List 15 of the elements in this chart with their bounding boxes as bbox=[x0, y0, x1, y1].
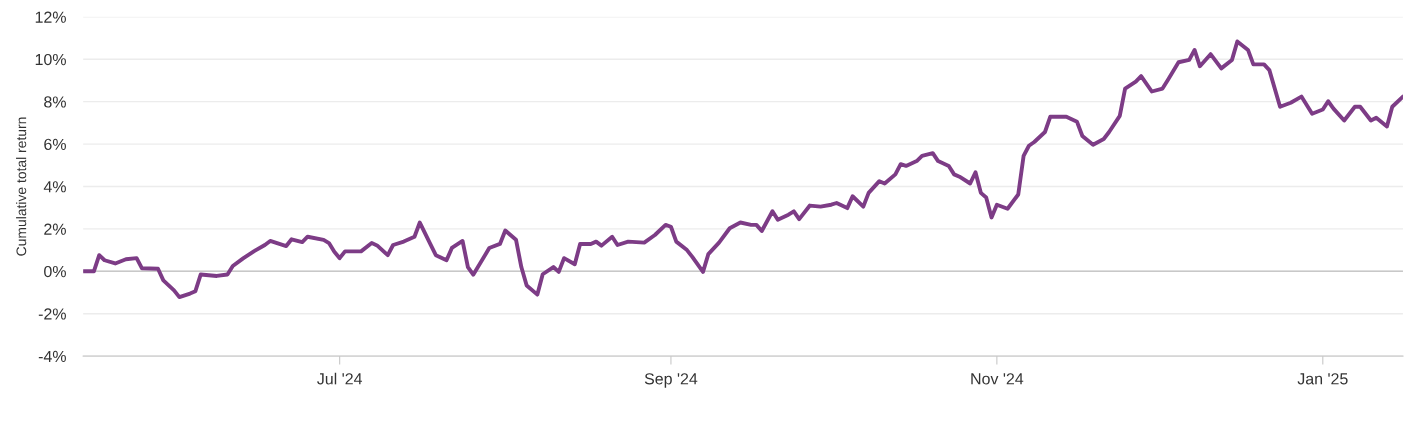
x-tick-label: Sep '24 bbox=[644, 373, 698, 388]
line-series bbox=[83, 39, 1403, 300]
y-tick-label: 8% bbox=[44, 96, 66, 108]
y-tick-label: 10% bbox=[35, 53, 66, 66]
x-tick-label: Jul '24 bbox=[317, 372, 363, 385]
y-tick-label: 12% bbox=[35, 11, 66, 23]
x-tick-label: Jan '25 bbox=[1297, 373, 1348, 385]
y-tick-label: -2% bbox=[38, 308, 66, 320]
y-axis-title: Cumulative total return bbox=[16, 117, 27, 256]
x-tick-label: Nov '24 bbox=[971, 373, 1024, 385]
y-tick-label: 2% bbox=[44, 223, 66, 235]
y-tick-label: 4% bbox=[43, 181, 66, 193]
y-tick-label: 6% bbox=[44, 138, 66, 151]
y-tick-label: -4% bbox=[38, 350, 66, 362]
y-tick-label: 0% bbox=[44, 265, 66, 278]
